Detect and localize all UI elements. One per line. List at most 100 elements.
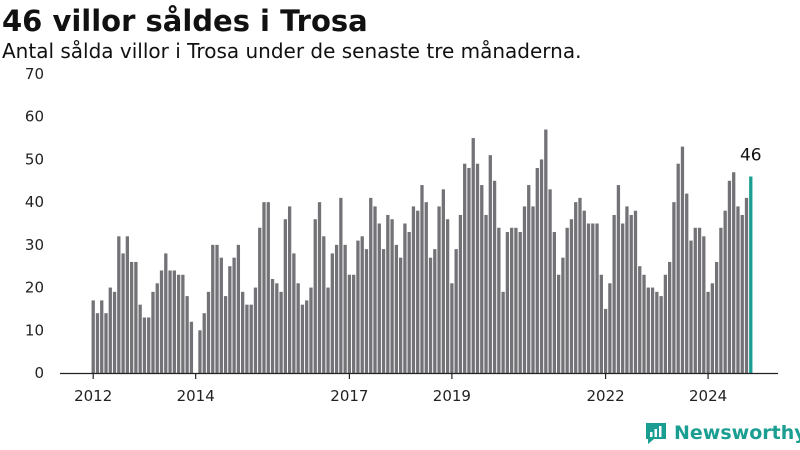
bar (702, 236, 706, 373)
bar (403, 223, 407, 373)
bar (176, 274, 181, 373)
x-tick-label: 2012 (74, 387, 112, 405)
bar (172, 270, 176, 373)
bar (104, 313, 108, 373)
bar (129, 261, 134, 373)
bar (373, 206, 377, 373)
bar (270, 279, 275, 373)
bar (236, 244, 241, 373)
bar (334, 244, 339, 373)
y-tick-label: 0 (34, 364, 44, 382)
annotations: 46 (740, 146, 762, 166)
bar (322, 236, 326, 373)
bar (245, 304, 249, 373)
bar (219, 257, 223, 373)
bar (629, 214, 633, 373)
chart-subtitle: Antal sålda villor i Trosa under de sena… (2, 39, 582, 63)
bar (138, 304, 142, 373)
bar (450, 283, 454, 373)
bar (706, 291, 710, 373)
bar (689, 240, 693, 373)
bar (305, 300, 309, 373)
bar (142, 317, 147, 373)
bar (100, 300, 104, 373)
brand-logo: Newsworthy (644, 420, 800, 446)
bar (262, 202, 266, 373)
bar (582, 210, 586, 373)
bar (241, 291, 245, 373)
bar (638, 266, 642, 373)
y-axis: 0 10 20 30 40 50 60 70 (25, 65, 44, 382)
bar (578, 197, 582, 373)
bar (668, 261, 672, 373)
bar (663, 274, 668, 373)
bar (672, 202, 676, 373)
bar (727, 180, 732, 373)
y-tick-label: 30 (25, 236, 44, 254)
bar (441, 189, 445, 373)
bar (189, 321, 194, 373)
y-tick-label: 60 (25, 108, 44, 126)
bar (185, 296, 189, 373)
bar (591, 223, 595, 373)
bar (377, 223, 381, 373)
y-tick-label: 40 (25, 193, 44, 211)
bar (693, 227, 697, 373)
bar (292, 253, 296, 373)
bar (633, 210, 638, 373)
bar (339, 197, 343, 373)
bar (151, 291, 155, 373)
bar (253, 287, 258, 373)
bar (287, 206, 292, 373)
bar (147, 317, 151, 373)
bar (445, 219, 450, 373)
bar (330, 253, 334, 373)
bar (164, 253, 168, 373)
bar (108, 287, 112, 373)
bar (215, 244, 219, 373)
bar (736, 206, 740, 373)
bar (569, 219, 574, 373)
bar (544, 129, 548, 373)
bar (505, 232, 510, 373)
bar (266, 202, 270, 373)
bar (198, 330, 202, 373)
x-tick-label: 2017 (330, 387, 368, 405)
bar (228, 266, 232, 373)
bar (732, 172, 736, 373)
y-tick-label: 70 (25, 65, 44, 83)
bar (616, 185, 621, 373)
bar (134, 261, 138, 373)
bar (424, 202, 428, 373)
x-axis: 2012 2014 2017 2019 2022 2024 (60, 372, 778, 405)
bar (317, 202, 322, 373)
bar (595, 223, 599, 373)
bar (112, 291, 117, 373)
bar (223, 296, 228, 373)
bar (719, 227, 723, 373)
brand-name: Newsworthy (674, 422, 800, 444)
bar (527, 185, 531, 373)
bar (326, 287, 330, 373)
bar (518, 232, 522, 373)
bar (608, 283, 612, 373)
bar (407, 232, 411, 373)
bar (744, 197, 749, 373)
bar (655, 291, 659, 373)
bar (364, 249, 369, 373)
bar (454, 249, 458, 373)
bar (514, 227, 518, 373)
y-tick-label: 20 (25, 279, 44, 297)
newsworthy-logo-icon (646, 423, 666, 444)
bar (642, 274, 646, 373)
bar (539, 159, 544, 373)
bar (685, 193, 689, 373)
bar (484, 214, 488, 373)
bar (279, 291, 283, 373)
bar (394, 244, 399, 373)
chart-title: 46 villor såldes i Trosa (2, 4, 368, 38)
bar (471, 138, 475, 373)
bar (386, 214, 390, 373)
bar (411, 206, 416, 373)
